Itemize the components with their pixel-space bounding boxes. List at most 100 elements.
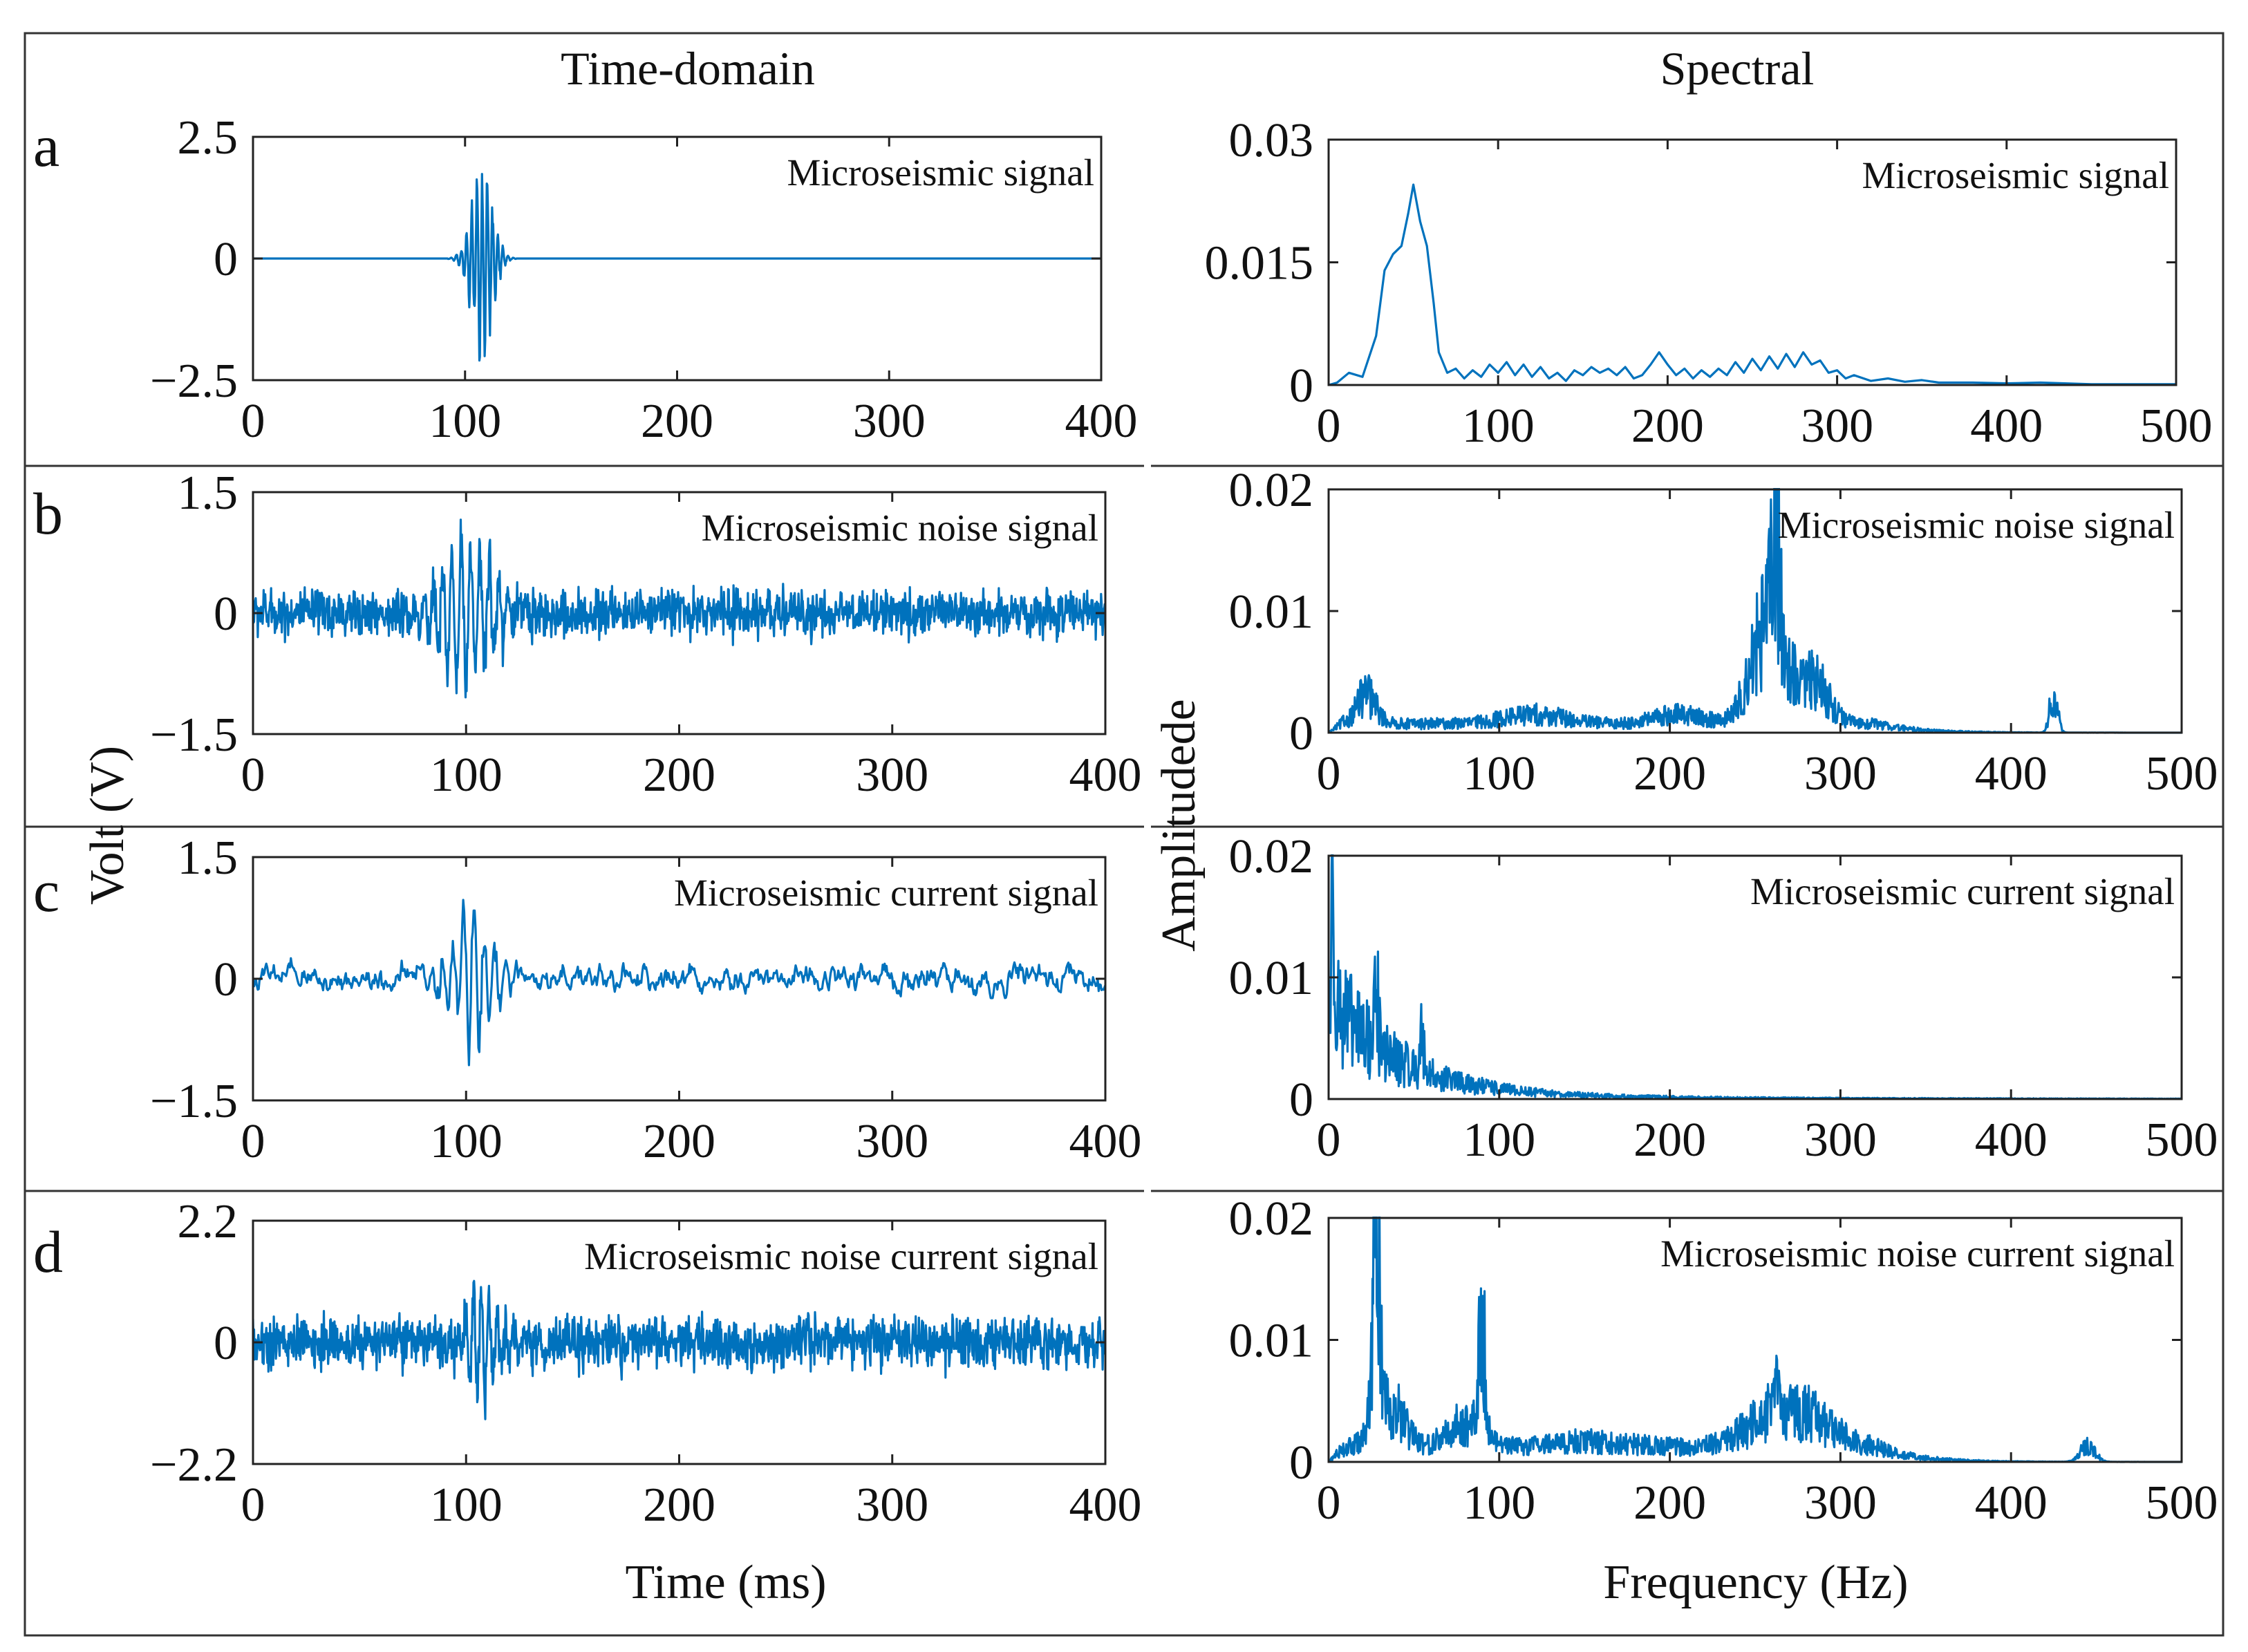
y-tick-label: 1.5 [178,467,238,520]
y-axis-label-amplitude: Amplitudede [1152,699,1206,951]
x-tick-label: 0 [1317,747,1341,800]
x-tick-label: 100 [1463,1114,1535,1167]
x-tick-label: 300 [853,395,926,448]
row-label-a: a [33,113,59,179]
x-tick-label: 0 [241,1479,265,1532]
series-line-d-time [253,1279,1105,1420]
series-line-c-time [253,899,1105,1067]
x-tick-label: 300 [1804,747,1877,800]
y-tick-label: 0 [1289,707,1313,760]
row-label-c: c [33,858,59,924]
y-tick-label: 0 [214,588,238,641]
x-tick-label: 100 [430,1115,503,1168]
x-tick-label: 200 [1633,747,1706,800]
x-tick-label: 300 [1801,400,1873,453]
x-tick-label: 200 [643,1115,715,1168]
y-tick-label: 0.01 [1229,585,1314,639]
figure-frame [24,32,2224,1637]
x-tick-label: 300 [1804,1114,1877,1167]
y-tick-label: 0.02 [1229,1192,1314,1246]
row-label-b: b [33,480,63,547]
panel-annotation: Microseismic signal [1862,154,2169,196]
x-tick-label: 400 [1069,749,1142,802]
x-tick-label: 500 [2140,400,2213,453]
x-tick-label: 100 [429,395,501,448]
y-tick-label: 0.02 [1229,464,1314,517]
panel-annotation: Microseismic current signal [1750,870,2175,912]
x-tick-label: 300 [856,1479,928,1532]
x-tick-label: 100 [1462,400,1535,453]
x-tick-label: 300 [856,1115,928,1168]
y-tick-label: 0.01 [1229,1315,1314,1368]
row-label-d: d [33,1219,63,1285]
panel-annotation: Microseismic noise current signal [1660,1232,2175,1275]
x-tick-label: 0 [241,749,265,802]
x-tick-label: 300 [856,749,928,802]
x-tick-label: 100 [1463,1476,1535,1530]
x-tick-label: 500 [2146,1114,2218,1167]
y-tick-label: 0 [214,233,238,286]
x-tick-label: 400 [1065,395,1138,448]
column-title-spectral: Spectral [1660,42,1815,95]
series-line-a-spec [1329,183,2176,386]
x-tick-label: 300 [1804,1476,1877,1530]
series-line-d-spec [1329,1217,2182,1463]
y-tick-label: 0.03 [1229,114,1314,167]
y-axis-label-volt: Volt (V) [81,746,134,905]
x-tick-label: 200 [1633,1476,1706,1530]
x-tick-label: 400 [1975,1114,2048,1167]
x-tick-label: 400 [1975,747,2048,800]
x-tick-label: 200 [643,749,715,802]
x-tick-label: 400 [1069,1479,1142,1532]
panel-annotation: Microseismic current signal [674,872,1098,914]
x-tick-label: 0 [241,1115,265,1168]
x-tick-label: 0 [1317,1476,1341,1530]
x-tick-label: 400 [1975,1476,2048,1530]
column-title-time: Time-domain [561,42,815,95]
x-tick-label: 200 [643,1479,715,1532]
x-tick-label: 0 [1317,400,1341,453]
y-tick-label: 0.015 [1205,237,1314,290]
y-tick-label: 2.5 [178,111,238,165]
y-tick-label: −2.2 [150,1438,238,1492]
panel-annotation: Microseismic noise signal [702,507,1098,549]
x-tick-label: 500 [2146,747,2218,800]
y-tick-label: 1.5 [178,832,238,885]
x-axis-label-time: Time (ms) [625,1556,826,1609]
x-tick-label: 200 [641,395,713,448]
chart-d-spec: 0 100 200 300 400 500 0 0.01 0.02 Microseismic no… [1229,1192,2218,1530]
x-tick-label: 0 [1317,1114,1341,1167]
y-tick-label: −1.5 [150,1075,238,1128]
series-line-b-time [253,518,1105,699]
x-tick-label: 100 [430,749,503,802]
series-line-a-time [253,173,1101,362]
x-tick-label: 500 [2146,1476,2218,1530]
y-tick-label: 0.01 [1229,952,1314,1005]
panel-annotation: Microseismic noise current signal [584,1235,1098,1277]
y-tick-label: −1.5 [150,708,238,762]
chart-c-spec: 0 100 200 300 400 500 0 0.01 0.02 Microseismic cu… [1229,830,2218,1167]
y-tick-label: 0 [1289,359,1313,413]
chart-a-spec: 0 100 200 300 400 500 0 0.015 0.03 Microseismic s… [1205,114,2213,453]
panel-annotation: Microseismic signal [787,151,1094,194]
y-tick-label: 0 [1289,1436,1313,1490]
x-tick-label: 0 [241,395,265,448]
panel-annotation: Microseismic noise signal [1778,504,2175,546]
y-tick-label: 0 [214,1317,238,1370]
chart-b-spec: 0 100 200 300 400 500 0 0.01 0.02 Microseismic no… [1229,464,2218,800]
y-tick-label: 0 [1289,1073,1313,1127]
x-tick-label: 100 [1463,747,1535,800]
y-tick-label: 0.02 [1229,830,1314,883]
x-tick-label: 200 [1633,1114,1706,1167]
x-tick-label: 100 [430,1479,503,1532]
y-tick-label: −2.5 [150,355,238,408]
y-tick-label: 0 [214,953,238,1006]
x-tick-label: 200 [1631,400,1704,453]
y-tick-label: 2.2 [178,1195,238,1248]
x-axis-label-frequency: Frequency (Hz) [1603,1556,1908,1609]
